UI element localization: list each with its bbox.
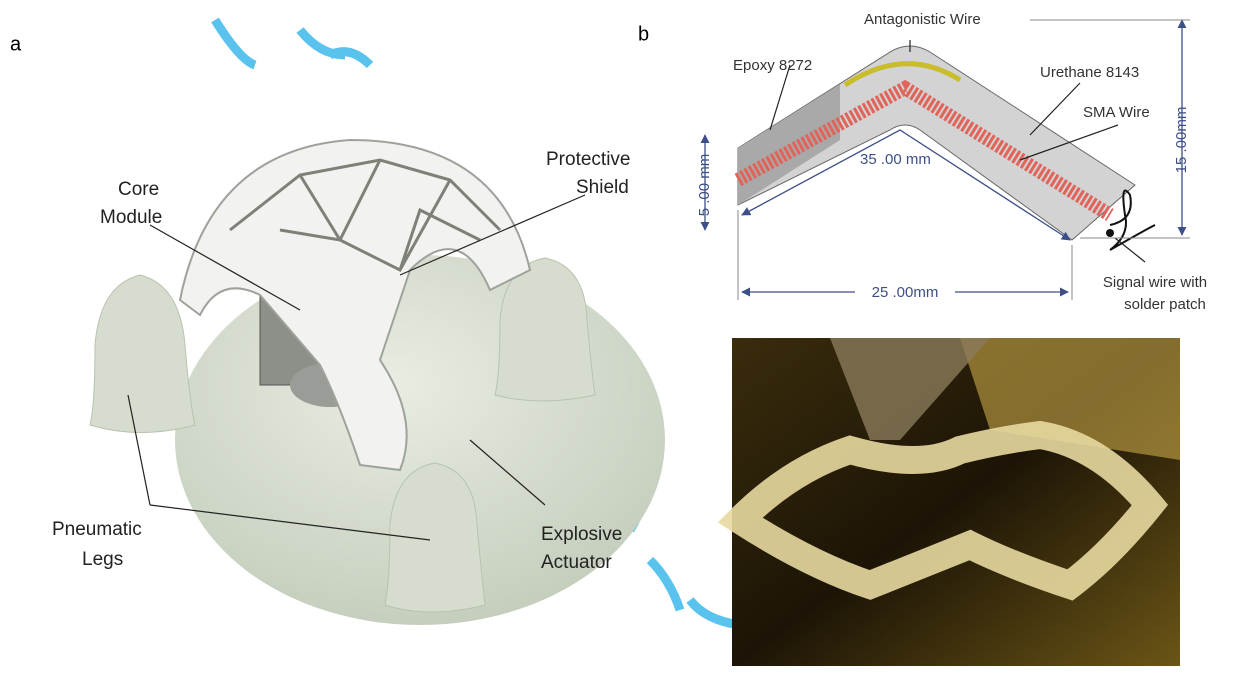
callout: Actuator — [541, 552, 612, 573]
label: Urethane 8143 — [1040, 64, 1139, 81]
callout: Module — [100, 207, 162, 228]
dimension: 15 .00mm — [1173, 107, 1190, 174]
callout: Protective — [546, 149, 630, 170]
label: Antagonistic Wire — [864, 11, 981, 28]
label: Epoxy 8272 — [733, 57, 812, 74]
panel-label: b — [638, 23, 649, 45]
photo — [732, 338, 1180, 666]
callout: Shield — [576, 177, 629, 198]
label: solder patch — [1124, 296, 1206, 313]
callout: Explosive — [541, 524, 622, 545]
dimension: 5 .00 mm — [696, 154, 713, 217]
figure: a Core Module Protective Shield Pneumati… — [0, 0, 1238, 673]
label: SMA Wire — [1083, 104, 1150, 121]
dimension: 25 .00mm — [872, 284, 939, 301]
label: Signal wire with — [1103, 274, 1207, 291]
dimension: 35 .00 mm — [860, 151, 931, 168]
callout: Legs — [82, 549, 123, 570]
callout: Core — [118, 179, 159, 200]
panel-label: a — [10, 33, 22, 55]
callout: Pneumatic — [52, 519, 142, 540]
